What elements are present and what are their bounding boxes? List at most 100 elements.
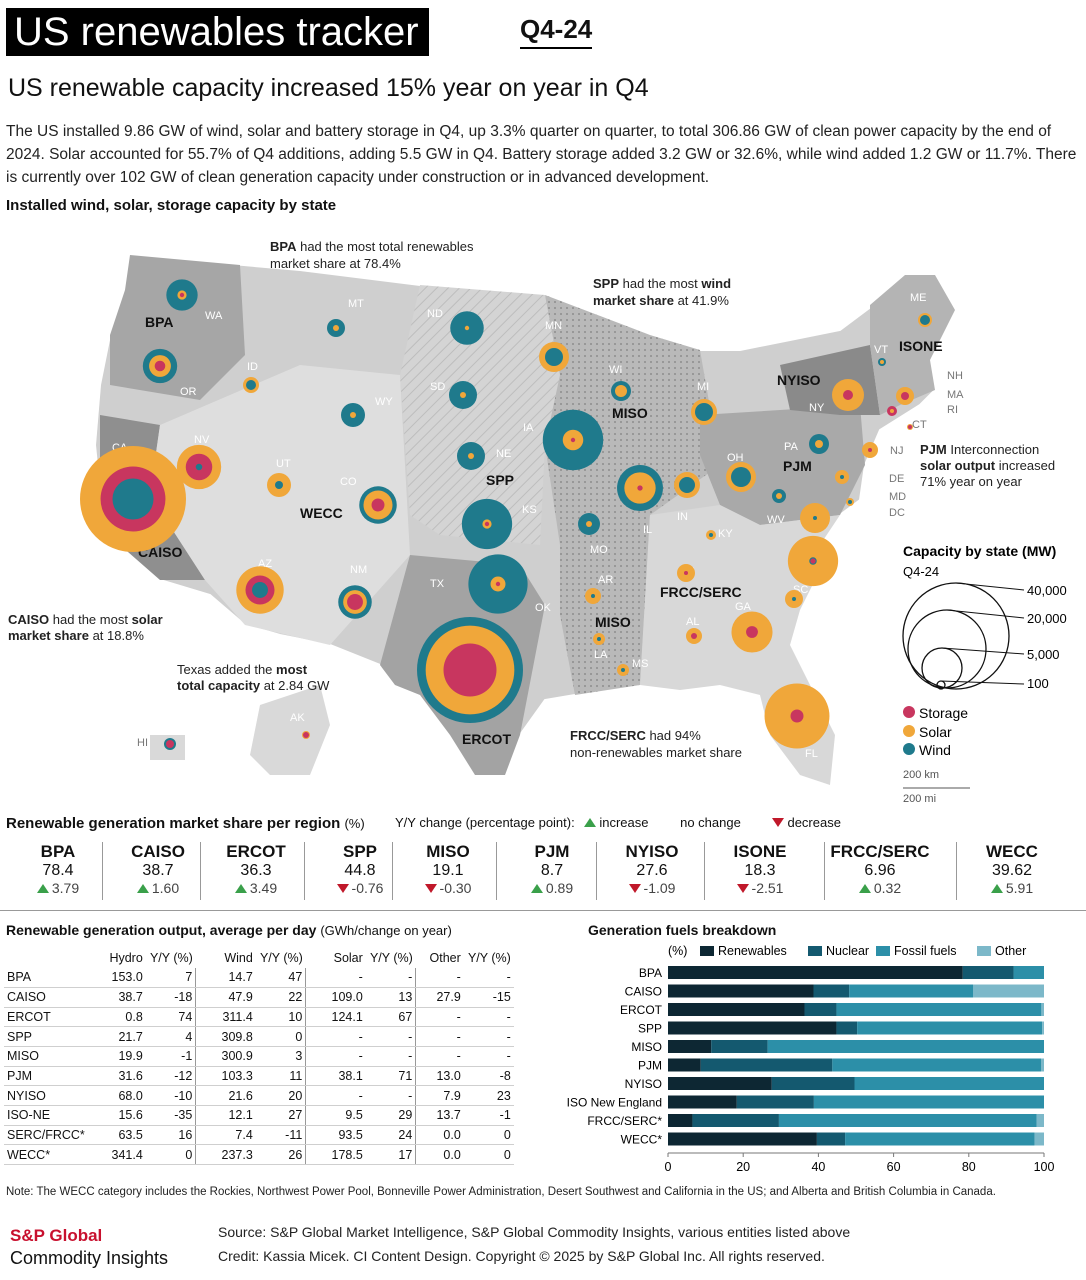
category-label: ISO New England: [567, 1096, 662, 1110]
bubble-co-storage: [371, 498, 385, 512]
state-label-wa: WA: [205, 310, 223, 322]
bar-segment-other: [1042, 1021, 1044, 1035]
decrease-triangle-icon: [336, 884, 349, 893]
table-cell: 27: [255, 1105, 307, 1126]
bar-segment-nuclear: [813, 984, 850, 998]
region-name: BPA: [40, 842, 76, 861]
bar-segment-renewables: [668, 1003, 805, 1016]
x-tick-label: 60: [887, 1160, 901, 1174]
gen-output-heading: Renewable generation output, average per…: [6, 922, 452, 938]
bar-segment-other: [1036, 1114, 1044, 1127]
state-label-co: CO: [340, 476, 357, 488]
annotation-frcc: FRCC/SERC had 94%: [570, 728, 701, 743]
bubble-wa-storage: [179, 292, 185, 298]
table-cell: 47.9: [195, 987, 256, 1008]
region-wecc: [150, 365, 410, 645]
table-cell: 103.3: [195, 1066, 256, 1087]
state-bubble-inner: [684, 571, 688, 575]
table-cell: 153.0: [87, 967, 146, 988]
quarter-label: Q4-24: [520, 14, 593, 49]
decrease-triangle-icon: [424, 884, 437, 893]
bar-segment-other: [1041, 1003, 1044, 1016]
state-bubble-inner: [920, 315, 930, 325]
table-cell: 9.5: [305, 1105, 366, 1126]
market-share-legend: Y/Y change (percentage point): increase …: [395, 815, 841, 830]
state-label-nm: NM: [350, 564, 367, 576]
table-cell: 0: [463, 1125, 514, 1146]
state-bubble-inner: [166, 740, 174, 748]
legend-size-100: 100: [1027, 676, 1049, 691]
legend-label: Fossil fuels: [894, 944, 957, 958]
market-share-heading: Renewable generation market share per re…: [6, 815, 365, 832]
category-label: BPA: [639, 966, 662, 980]
table-cell: -: [415, 1007, 464, 1028]
row-label: MISO: [4, 1046, 88, 1067]
table-row: PJM 31.6 -12 103.3 11 38.1 71 13.0 -8: [4, 1066, 514, 1087]
category-label: CAISO: [625, 985, 662, 999]
annotation-frcc-line2: non-renewables market share: [570, 745, 742, 760]
bar-segment-nuclear: [816, 1132, 846, 1146]
x-tick-label: 40: [811, 1160, 825, 1174]
state-bubble-inner: [843, 390, 853, 400]
row-label: PJM: [4, 1066, 88, 1087]
cell-divider: [956, 842, 957, 900]
table-cell: 14.7: [195, 967, 256, 988]
region-share-value: 27.6: [636, 862, 668, 879]
state-label-nj: NJ: [890, 445, 903, 457]
table-cell: 17: [365, 1144, 417, 1166]
table-cell: 0: [145, 1144, 197, 1166]
state-label-nd: ND: [427, 308, 443, 320]
state-bubble-inner: [350, 412, 356, 418]
state-label-sd: SD: [430, 381, 445, 393]
annotation-caiso-line2: market share at 18.8%: [8, 628, 144, 643]
region-share-change: 0.32: [830, 880, 930, 896]
bar-segment-renewables: [668, 1095, 737, 1109]
table-cell: 7: [145, 967, 197, 988]
bar-segment-nuclear: [804, 1003, 837, 1016]
x-tick-label: 100: [1034, 1160, 1055, 1174]
increase-triangle-icon: [36, 884, 49, 893]
state-bubble-inner: [621, 668, 625, 672]
state-bubble-inner: [908, 425, 912, 429]
x-tick-label: 20: [736, 1160, 750, 1174]
region-share-change: 5.91: [962, 880, 1062, 896]
bar-segment-fossil-fuels: [845, 1132, 1035, 1146]
region-share-value: 44.8: [344, 862, 376, 879]
footer-credit: Credit: Kassia Micek. CI Content Design.…: [218, 1248, 825, 1264]
bar-segment-renewables: [668, 1058, 701, 1072]
state-label-ms: MS: [632, 658, 649, 670]
region-label-miso-south: MISO: [595, 614, 631, 630]
region-name: WECC: [986, 842, 1038, 861]
state-label-mn: MN: [545, 320, 562, 332]
table-cell: 71: [365, 1066, 417, 1087]
state-label-or: OR: [180, 386, 197, 398]
table-row: CAISO 38.7 -18 47.9 22 109.0 13 27.9 -15: [4, 987, 514, 1008]
region-name: CAISO: [131, 842, 185, 861]
fuels-breakdown-chart: (%) Renewables Nuclear Fossil fuels Other BPA…: [567, 944, 1055, 1174]
table-cell: 178.5: [305, 1144, 366, 1166]
map-annotations: BPA had the most total renewables market…: [8, 239, 1055, 760]
table-cell: 0: [255, 1026, 307, 1047]
table-cell: 68.0: [87, 1085, 146, 1106]
cell-divider: [200, 842, 201, 900]
legend-label: Nuclear: [826, 944, 869, 958]
table-cell: 15.6: [87, 1105, 146, 1126]
table-cell: 23: [463, 1085, 514, 1106]
scale-km: 200 km: [903, 769, 939, 781]
table-cell: -: [463, 967, 514, 988]
region-share-change: -0.76: [310, 880, 410, 896]
annotation-pjm: PJM Interconnection: [920, 442, 1039, 457]
region-label-frcc-serc: FRCC/SERC: [660, 584, 742, 600]
state-label-ny: NY: [809, 402, 825, 414]
state-label-al: AL: [686, 616, 699, 628]
table-cell: -: [365, 967, 417, 988]
legend-swatch: [808, 946, 822, 956]
state-bubble-inner: [695, 403, 713, 421]
table-cell: 38.7: [87, 987, 146, 1008]
legend-swatch: [977, 946, 991, 956]
annotation-texas-line2: total capacity at 2.84 GW: [177, 678, 330, 693]
table-cell: 11: [255, 1066, 307, 1087]
market-share-cell: FRCC/SERC 6.96 0.32: [830, 842, 930, 896]
annotation-spp-line2: market share at 41.9%: [593, 293, 729, 308]
state-label-vt: VT: [874, 344, 888, 356]
